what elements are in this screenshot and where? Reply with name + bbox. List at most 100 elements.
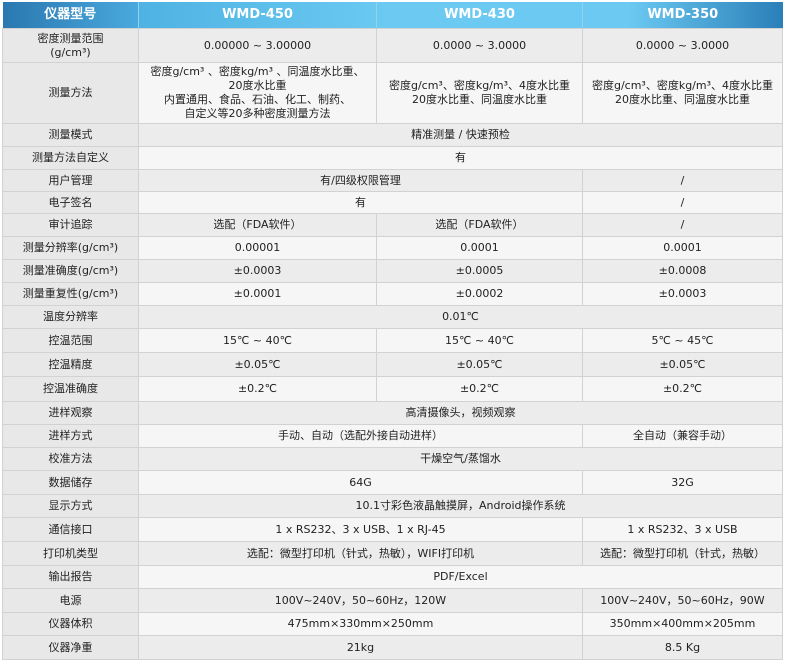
spec-value-cell: 高清摄像头，视频观察 — [138, 401, 783, 425]
row-label: 进样方式 — [2, 424, 139, 448]
table-row: 打印机类型 选配：微型打印机（针式，热敏），WIFI打印机 选配：微型打印机（针式，… — [2, 541, 783, 566]
table-row: 测量模式 精准测量 / 快速预检 — [2, 123, 783, 147]
row-label: 审计追踪 — [2, 213, 139, 237]
spec-value-cell: 64G — [138, 470, 583, 495]
row-label: 密度测量范围 (g/cm³) — [2, 28, 139, 63]
spec-value-cell: 1 x RS232、3 x USB — [582, 517, 783, 542]
spec-value-cell: 100V~240V，50~60Hz，90W — [582, 588, 783, 613]
spec-value-cell: 475mm×330mm×250mm — [138, 612, 583, 636]
spec-value-cell: ±0.05℃ — [376, 352, 583, 377]
header-wmd-450: WMD-450 — [138, 2, 377, 29]
spec-value-cell: 有 — [138, 146, 783, 170]
spec-value-cell: 有 — [138, 191, 583, 214]
table-row: 测量分辨率(g/cm³) 0.00001 0.0001 0.0001 — [2, 236, 783, 260]
table-row: 密度测量范围 (g/cm³) 0.00000 ~ 3.00000 0.0000 ~ 3… — [2, 28, 783, 63]
row-label: 用户管理 — [2, 169, 139, 192]
header-row: 仪器型号 WMD-450 WMD-430 WMD-350 — [2, 2, 783, 29]
spec-value-cell: 32G — [582, 470, 783, 495]
table-row: 控温准确度 ±0.2℃ ±0.2℃ ±0.2℃ — [2, 376, 783, 402]
spec-value-cell: 选配（FDA软件） — [376, 213, 583, 237]
header-wmd-350: WMD-350 — [582, 2, 783, 29]
spec-value-cell: ±0.0003 — [582, 282, 783, 306]
spec-value-cell: 密度g/cm³、密度kg/m³、4度水比重 20度水比重、同温度水比重 — [582, 62, 783, 124]
spec-value-cell: 15℃ ~ 40℃ — [138, 328, 377, 353]
spec-value-cell: 8.5 Kg — [582, 635, 783, 660]
spec-value-cell: ±0.2℃ — [582, 376, 783, 402]
spec-value-cell: 0.0001 — [376, 236, 583, 260]
row-label: 电源 — [2, 588, 139, 613]
row-label: 仪器净重 — [2, 635, 139, 660]
spec-value-cell: 选配（FDA软件） — [138, 213, 377, 237]
spec-value-cell: 选配：微型打印机（针式，热敏），WIFI打印机 — [138, 541, 583, 566]
table-row: 用户管理 有/四级权限管理 / — [2, 169, 783, 192]
spec-value-cell: 1 x RS232、3 x USB、1 x RJ-45 — [138, 517, 583, 542]
spec-value-cell: ±0.2℃ — [138, 376, 377, 402]
table-row: 显示方式 10.1寸彩色液晶触摸屏，Android操作系统 — [2, 494, 783, 518]
row-label: 仪器体积 — [2, 612, 139, 636]
row-label: 测量模式 — [2, 123, 139, 147]
spec-value-cell: 100V~240V，50~60Hz，120W — [138, 588, 583, 613]
table-row: 输出报告 PDF/Excel — [2, 565, 783, 589]
spec-value-cell: 干燥空气/蒸馏水 — [138, 447, 783, 471]
row-label: 显示方式 — [2, 494, 139, 518]
table-row: 温度分辨率 0.01℃ — [2, 305, 783, 329]
table-row: 测量方法 密度g/cm³ 、密度kg/m³ 、同温度水比重、 20度水比重 内置通用、… — [2, 62, 783, 124]
spec-table: 仪器型号 WMD-450 WMD-430 WMD-350 密度测量范围 (g/cm… — [2, 2, 783, 660]
table-row: 通信接口 1 x RS232、3 x USB、1 x RJ-45 1 x RS232… — [2, 517, 783, 542]
table-row: 测量方法自定义有 — [2, 146, 783, 170]
header-model-label: 仪器型号 — [2, 2, 139, 29]
table-row: 仪器体积 475mm×330mm×250mm 350mm×400mm×205mm — [2, 612, 783, 636]
spec-value-cell: ±0.2℃ — [376, 376, 583, 402]
row-label: 测量分辨率(g/cm³) — [2, 236, 139, 260]
row-label: 校准方法 — [2, 447, 139, 471]
table-row: 电子签名有 / — [2, 191, 783, 214]
spec-value-cell: 精准测量 / 快速预检 — [138, 123, 783, 147]
spec-value-cell: 0.0000 ~ 3.0000 — [582, 28, 783, 63]
table-row: 仪器净重 21kg 8.5 Kg — [2, 635, 783, 660]
row-label: 通信接口 — [2, 517, 139, 542]
row-label: 控温准确度 — [2, 376, 139, 402]
row-label: 电子签名 — [2, 191, 139, 214]
table-row: 校准方法 干燥空气/蒸馏水 — [2, 447, 783, 471]
spec-value-cell: 选配：微型打印机（针式，热敏） — [582, 541, 783, 566]
table-row: 电源 100V~240V，50~60Hz，120W 100V~240V，50~60H… — [2, 588, 783, 613]
spec-value-cell: 有/四级权限管理 — [138, 169, 583, 192]
spec-value-cell: 密度g/cm³、密度kg/m³、4度水比重 20度水比重、同温度水比重 — [376, 62, 583, 124]
spec-value-cell: 0.00001 — [138, 236, 377, 260]
spec-value-cell: 5℃ ~ 45℃ — [582, 328, 783, 353]
row-label: 控温范围 — [2, 328, 139, 353]
table-row: 控温范围 15℃ ~ 40℃ 15℃ ~ 40℃ 5℃ ~ 45℃ — [2, 328, 783, 353]
spec-value-cell: 10.1寸彩色液晶触摸屏，Android操作系统 — [138, 494, 783, 518]
spec-value-cell: ±0.05℃ — [582, 352, 783, 377]
spec-value-cell: ±0.0005 — [376, 259, 583, 283]
spec-value-cell: ±0.0008 — [582, 259, 783, 283]
spec-value-cell: ±0.05℃ — [138, 352, 377, 377]
row-label: 测量重复性(g/cm³) — [2, 282, 139, 306]
spec-value-cell: 全自动（兼容手动） — [582, 424, 783, 448]
spec-value-cell: / — [582, 213, 783, 237]
spec-value-cell: PDF/Excel — [138, 565, 783, 589]
spec-value-cell: 21kg — [138, 635, 583, 660]
spec-value-cell: ±0.0001 — [138, 282, 377, 306]
spec-value-cell: / — [582, 191, 783, 214]
row-label: 进样观察 — [2, 401, 139, 425]
table-row: 测量准确度(g/cm³) ±0.0003 ±0.0005 ±0.0008 — [2, 259, 783, 283]
spec-value-cell: 0.0000 ~ 3.0000 — [376, 28, 583, 63]
header-wmd-430: WMD-430 — [376, 2, 583, 29]
row-label: 打印机类型 — [2, 541, 139, 566]
table-row: 测量重复性(g/cm³) ±0.0001 ±0.0002 ±0.0003 — [2, 282, 783, 306]
spec-value-cell: ±0.0003 — [138, 259, 377, 283]
row-label: 测量准确度(g/cm³) — [2, 259, 139, 283]
spec-value-cell: / — [582, 169, 783, 192]
row-label: 测量方法 — [2, 62, 139, 124]
table-row: 控温精度 ±0.05℃ ±0.05℃ ±0.05℃ — [2, 352, 783, 377]
spec-value-cell: 0.00000 ~ 3.00000 — [138, 28, 377, 63]
table-row: 进样方式 手动、自动（选配外接自动进样） 全自动（兼容手动） — [2, 424, 783, 448]
row-label: 控温精度 — [2, 352, 139, 377]
row-label: 测量方法自定义 — [2, 146, 139, 170]
row-label: 温度分辨率 — [2, 305, 139, 329]
spec-value-cell: 0.0001 — [582, 236, 783, 260]
spec-value-cell: 密度g/cm³ 、密度kg/m³ 、同温度水比重、 20度水比重 内置通用、食品、石… — [138, 62, 377, 124]
spec-value-cell: 0.01℃ — [138, 305, 783, 329]
table-row: 数据储存 64G 32G — [2, 470, 783, 495]
